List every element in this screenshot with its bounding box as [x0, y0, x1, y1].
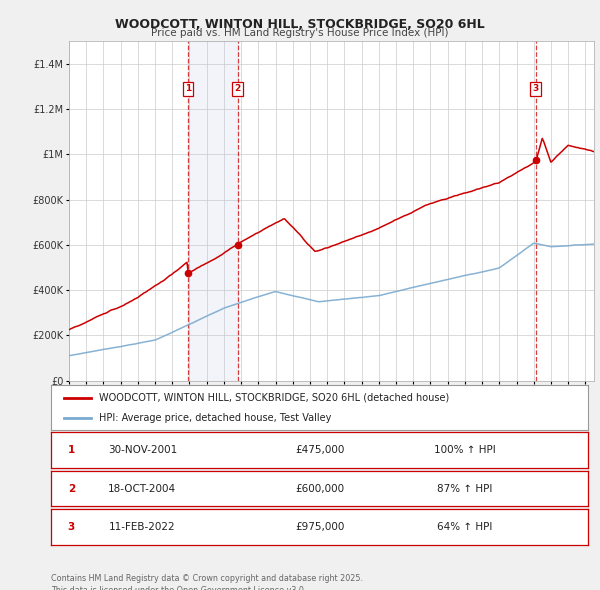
Text: 2: 2: [235, 84, 241, 93]
Text: 1: 1: [185, 84, 191, 93]
Text: Price paid vs. HM Land Registry's House Price Index (HPI): Price paid vs. HM Land Registry's House …: [151, 28, 449, 38]
Text: Contains HM Land Registry data © Crown copyright and database right 2025.
This d: Contains HM Land Registry data © Crown c…: [51, 574, 363, 590]
Text: 87% ↑ HPI: 87% ↑ HPI: [437, 484, 492, 493]
Text: WOODCOTT, WINTON HILL, STOCKBRIDGE, SO20 6HL (detached house): WOODCOTT, WINTON HILL, STOCKBRIDGE, SO20…: [100, 393, 449, 402]
Text: 2: 2: [68, 484, 75, 493]
Text: £600,000: £600,000: [295, 484, 344, 493]
Text: £975,000: £975,000: [295, 522, 344, 532]
Text: 100% ↑ HPI: 100% ↑ HPI: [434, 445, 496, 455]
Text: 64% ↑ HPI: 64% ↑ HPI: [437, 522, 492, 532]
Text: £475,000: £475,000: [295, 445, 344, 455]
Text: 3: 3: [68, 522, 75, 532]
Text: WOODCOTT, WINTON HILL, STOCKBRIDGE, SO20 6HL: WOODCOTT, WINTON HILL, STOCKBRIDGE, SO20…: [115, 18, 485, 31]
Text: 18-OCT-2004: 18-OCT-2004: [108, 484, 176, 493]
Text: HPI: Average price, detached house, Test Valley: HPI: Average price, detached house, Test…: [100, 414, 332, 424]
Text: 1: 1: [68, 445, 75, 455]
Text: 30-NOV-2001: 30-NOV-2001: [107, 445, 177, 455]
Text: 3: 3: [533, 84, 539, 93]
Bar: [188, 41, 238, 381]
Text: 11-FEB-2022: 11-FEB-2022: [109, 522, 176, 532]
